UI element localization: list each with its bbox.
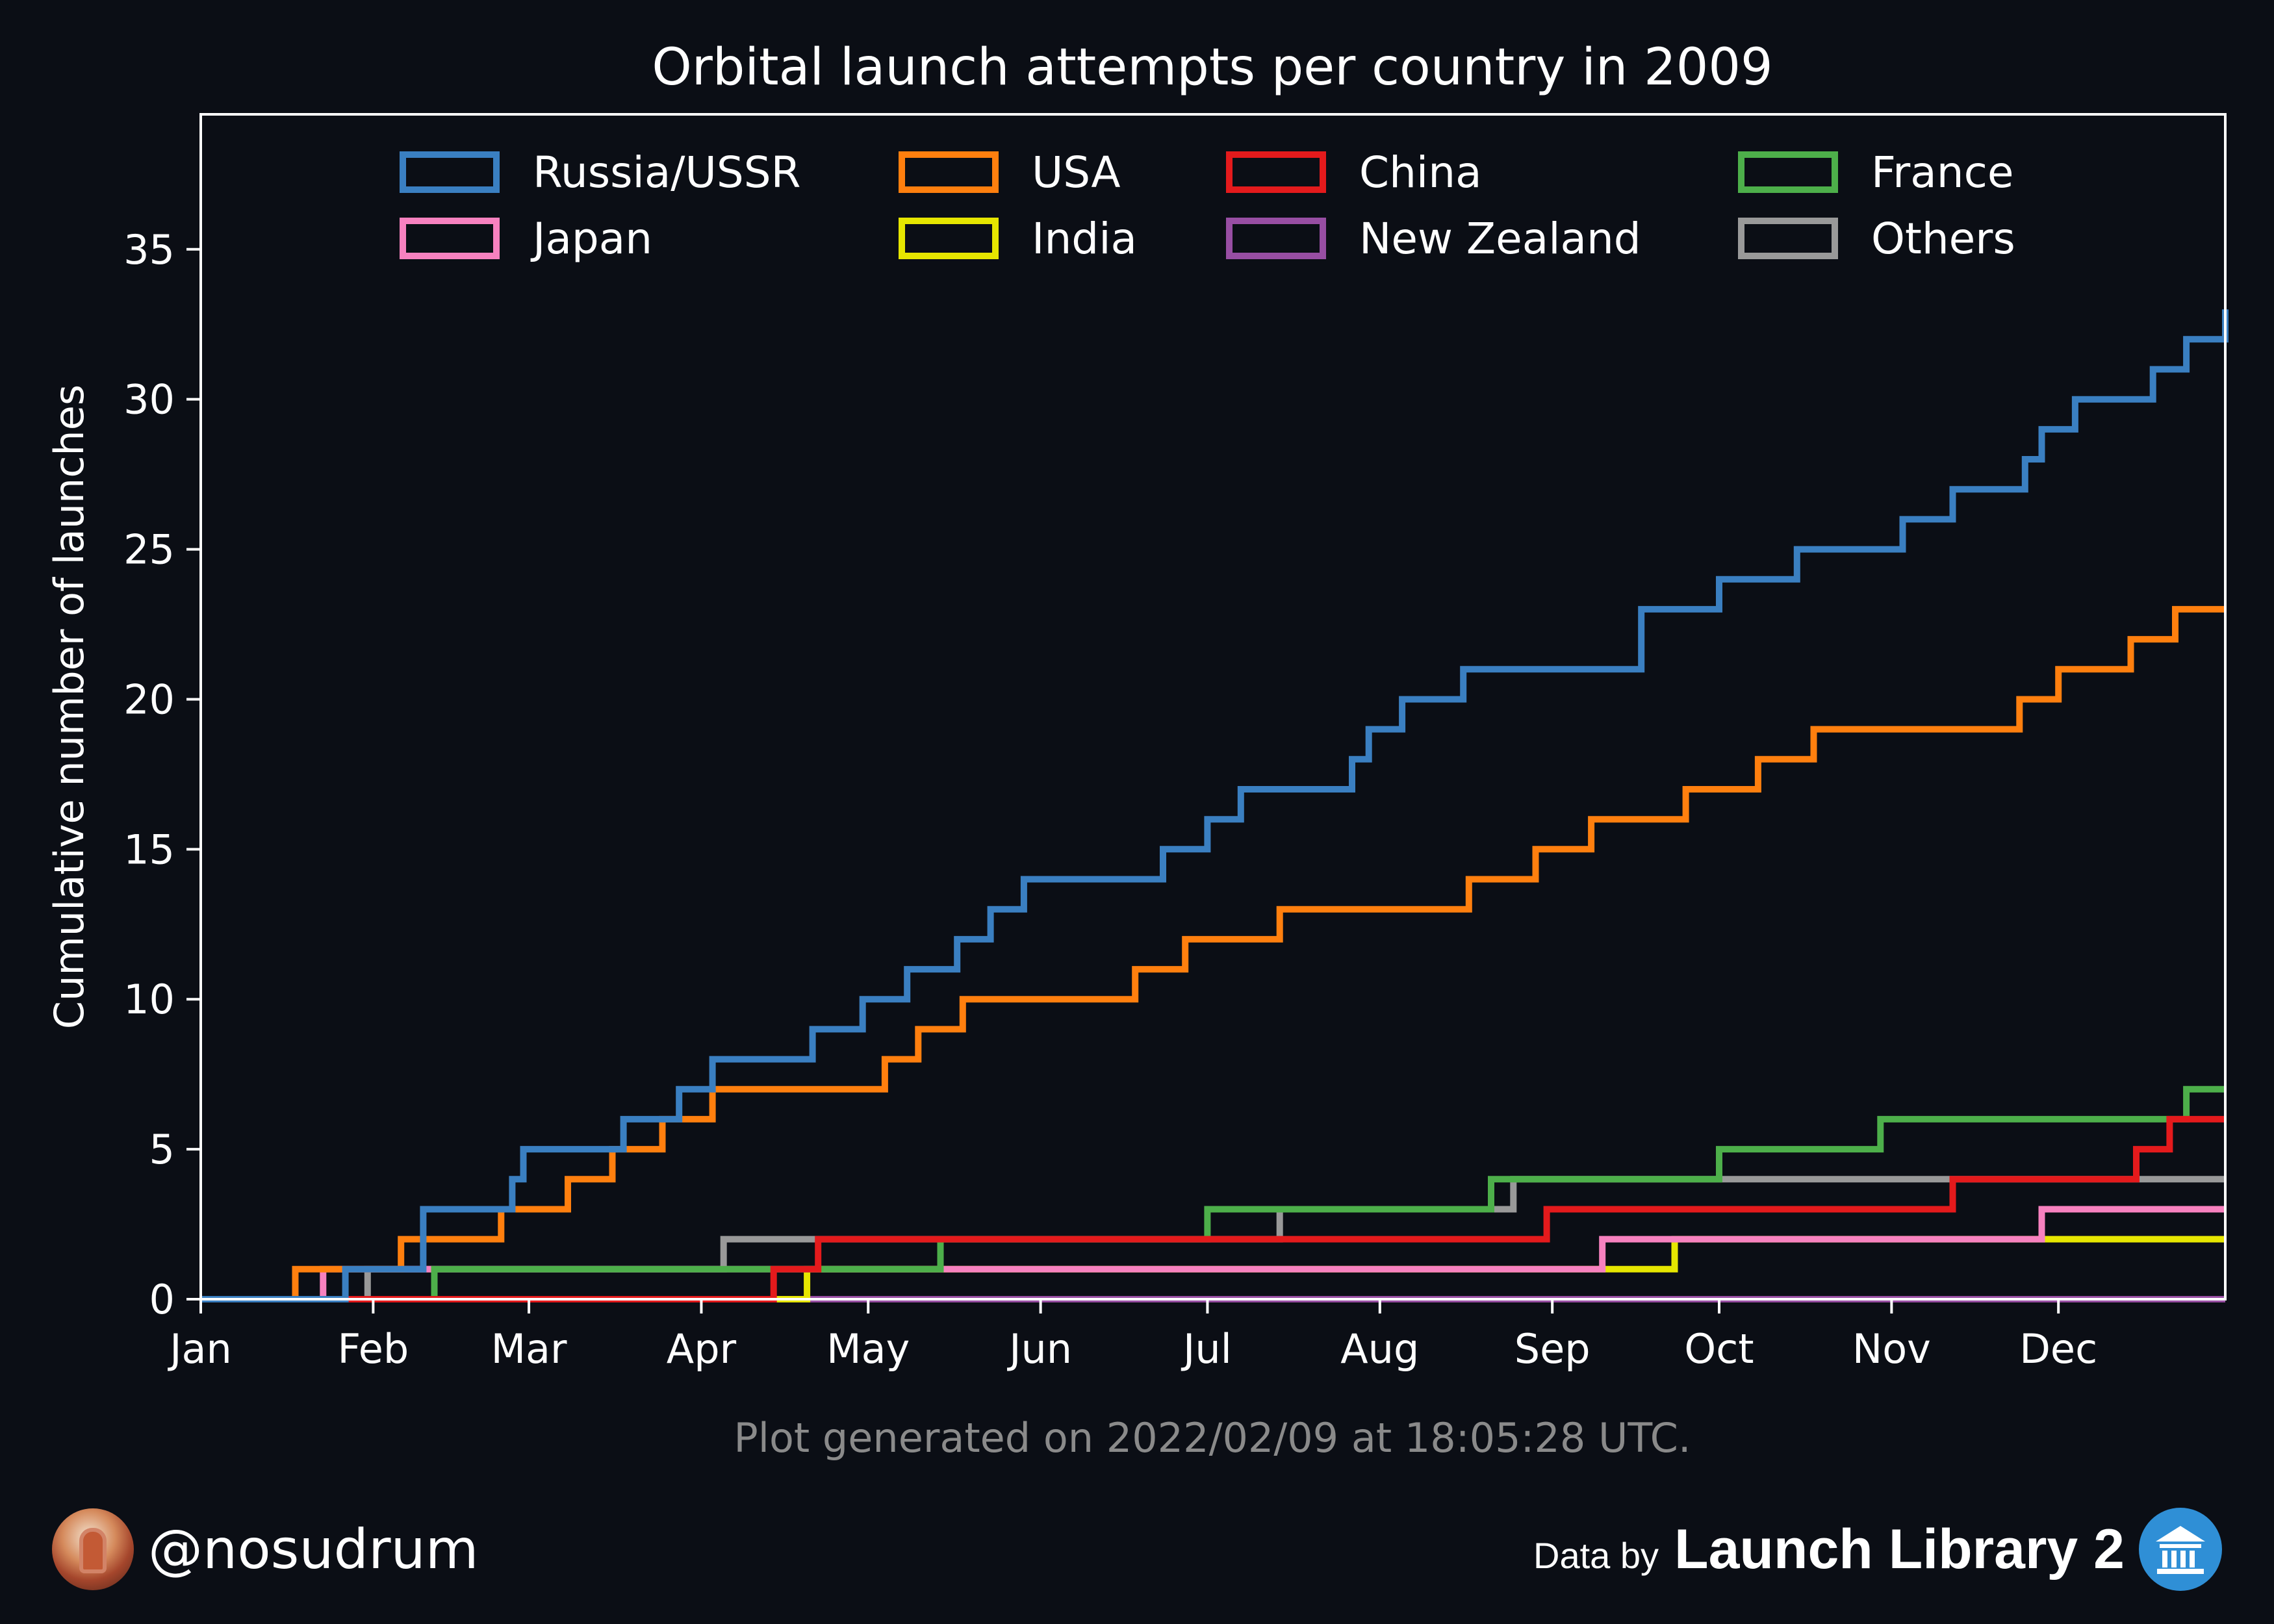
legend-swatch bbox=[1738, 218, 1838, 259]
y-tick-label: 5 bbox=[149, 1126, 175, 1173]
x-tick-label: Nov bbox=[1852, 1325, 1931, 1373]
plot-frame bbox=[199, 113, 2227, 1300]
y-tick-label: 10 bbox=[123, 976, 175, 1023]
legend-swatch bbox=[400, 151, 500, 193]
x-tick-label: Apr bbox=[667, 1325, 737, 1373]
author-handle: @nosudrum bbox=[148, 1517, 479, 1581]
legend-swatch bbox=[899, 151, 999, 193]
chart-title: Orbital launch attempts per country in 2… bbox=[652, 38, 1772, 97]
x-tick-label: Mar bbox=[491, 1325, 567, 1373]
generated-note: Plot generated on 2022/02/09 at 18:05:28… bbox=[734, 1414, 1691, 1462]
library-building-icon bbox=[2139, 1508, 2222, 1591]
x-tick-label: Jan bbox=[167, 1325, 232, 1373]
legend-label: Others bbox=[1871, 214, 2015, 264]
author-block: @nosudrum bbox=[52, 1507, 479, 1592]
x-tick-label: Oct bbox=[1684, 1325, 1754, 1373]
y-tick-label: 15 bbox=[123, 826, 175, 873]
legend-swatch bbox=[1738, 151, 1838, 193]
series-line-france bbox=[201, 1085, 2225, 1302]
x-tick-label: Jun bbox=[1006, 1325, 1072, 1373]
x-tick-label: May bbox=[826, 1325, 910, 1373]
legend-label: USA bbox=[1032, 147, 1121, 197]
legend-swatch bbox=[400, 218, 500, 259]
y-tick-label: 30 bbox=[123, 376, 175, 424]
x-tick-label: Feb bbox=[337, 1325, 409, 1373]
astronaut-avatar-icon bbox=[52, 1508, 134, 1590]
y-axis: 0 5 10 15 20 25 30 35 bbox=[123, 226, 201, 1323]
legend: Russia/USSR USA China France Japan India New Z… bbox=[400, 147, 2015, 264]
x-tick-label: Sep bbox=[1514, 1325, 1591, 1373]
x-axis: Jan Feb Mar Apr May Jun Jul Aug Sep Oct Nov Dec bbox=[167, 1299, 2097, 1373]
legend-swatch bbox=[1226, 151, 1326, 193]
credit-brand: Launch Library 2 bbox=[1674, 1517, 2125, 1580]
series-line-china bbox=[201, 1115, 2225, 1302]
legend-label: Russia/USSR bbox=[533, 147, 800, 197]
legend-label: France bbox=[1871, 147, 2013, 197]
plot-lines bbox=[201, 309, 2229, 1302]
legend-label: India bbox=[1032, 214, 1137, 264]
data-credit: Data by Launch Library 2 bbox=[1533, 1507, 2222, 1592]
credit-prefix: Data by bbox=[1533, 1534, 1659, 1576]
x-tick-label: Jul bbox=[1181, 1325, 1232, 1373]
y-axis-label: Cumulative number of launches bbox=[45, 385, 93, 1029]
legend-label: New Zealand bbox=[1359, 214, 1641, 264]
legend-label: Japan bbox=[530, 214, 652, 264]
x-tick-label: Aug bbox=[1340, 1325, 1419, 1373]
series-line-usa bbox=[201, 605, 2225, 1302]
legend-swatch bbox=[899, 218, 999, 259]
y-tick-label: 20 bbox=[123, 676, 175, 723]
series-line-russia-ussr bbox=[201, 309, 2229, 1302]
y-tick-label: 25 bbox=[123, 526, 175, 574]
series-line-japan bbox=[201, 1206, 2225, 1302]
x-tick-label: Dec bbox=[2019, 1325, 2097, 1373]
y-tick-label: 0 bbox=[149, 1276, 175, 1323]
y-tick-label: 35 bbox=[123, 226, 175, 273]
legend-label: China bbox=[1359, 147, 1482, 197]
legend-swatch bbox=[1226, 218, 1326, 259]
